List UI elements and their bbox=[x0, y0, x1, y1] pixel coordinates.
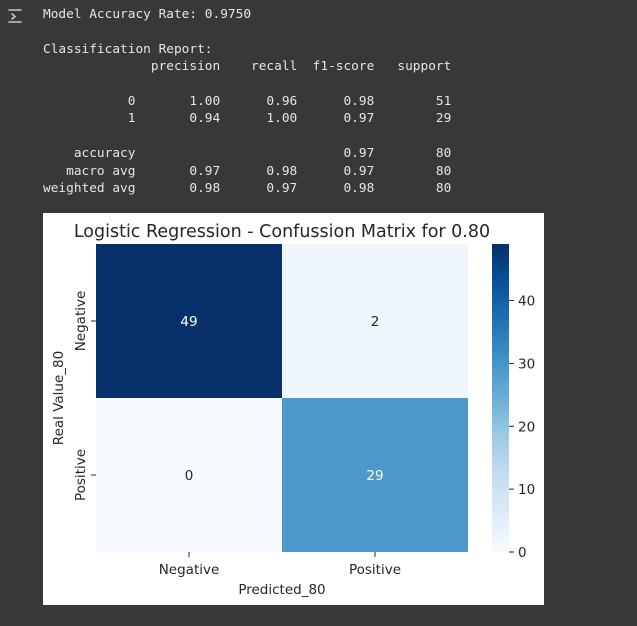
x-tick-label-1: Positive bbox=[349, 562, 401, 578]
colorbar-tick-label-3: 30 bbox=[518, 356, 535, 372]
heatmap-cell-1-1 bbox=[282, 398, 468, 552]
report-row-weighted-avg: weighted avg 0.98 0.97 0.98 80 bbox=[43, 181, 452, 197]
output-toggle-icon[interactable] bbox=[6, 6, 26, 26]
y-axis-label: Real Value_80 bbox=[51, 351, 67, 445]
colorbar-tick-label-1: 10 bbox=[518, 482, 535, 498]
report-header: Classification Report: bbox=[43, 41, 213, 57]
heatmap-cell-label-1-1: 29 bbox=[366, 468, 383, 484]
report-row-1: 1 0.94 1.00 0.97 29 bbox=[43, 111, 452, 127]
report-row-0: 0 1.00 0.96 0.98 51 bbox=[43, 94, 452, 110]
heatmap-cell-0-1 bbox=[282, 244, 468, 398]
colorbar-tick-label-0: 0 bbox=[518, 545, 527, 561]
heatmap-cell-1-0 bbox=[96, 398, 282, 552]
confusion-matrix-figure: Logistic Regression - Confussion Matrix … bbox=[43, 213, 544, 605]
x-axis-label: Predicted_80 bbox=[238, 582, 325, 598]
console-output: Model Accuracy Rate: 0.9750 Classificati… bbox=[43, 6, 451, 197]
accuracy-line: Model Accuracy Rate: 0.9750 bbox=[43, 7, 252, 22]
colorbar-tick-label-2: 20 bbox=[518, 419, 535, 435]
y-tick-label-1: Positive bbox=[73, 449, 89, 501]
colorbar bbox=[492, 244, 509, 552]
confusion-matrix-chart: Logistic Regression - Confussion Matrix … bbox=[51, 222, 535, 598]
x-tick-label-0: Negative bbox=[159, 562, 220, 578]
heatmap-cell-label-0-0: 49 bbox=[180, 314, 197, 330]
heatmap-cell-0-0 bbox=[96, 244, 282, 398]
heatmap-cell-label-1-0: 0 bbox=[185, 468, 194, 484]
report-columns-line: precision recall f1-score support bbox=[43, 59, 452, 75]
chart-title: Logistic Regression - Confussion Matrix … bbox=[74, 222, 490, 242]
y-tick-label-0: Negative bbox=[73, 291, 89, 352]
report-row-accuracy: accuracy 0.97 80 bbox=[43, 146, 452, 162]
report-row-macro-avg: macro avg 0.97 0.98 0.97 80 bbox=[43, 163, 452, 179]
heatmap-cell-label-0-1: 2 bbox=[371, 314, 380, 330]
colorbar-tick-label-4: 40 bbox=[518, 294, 535, 310]
